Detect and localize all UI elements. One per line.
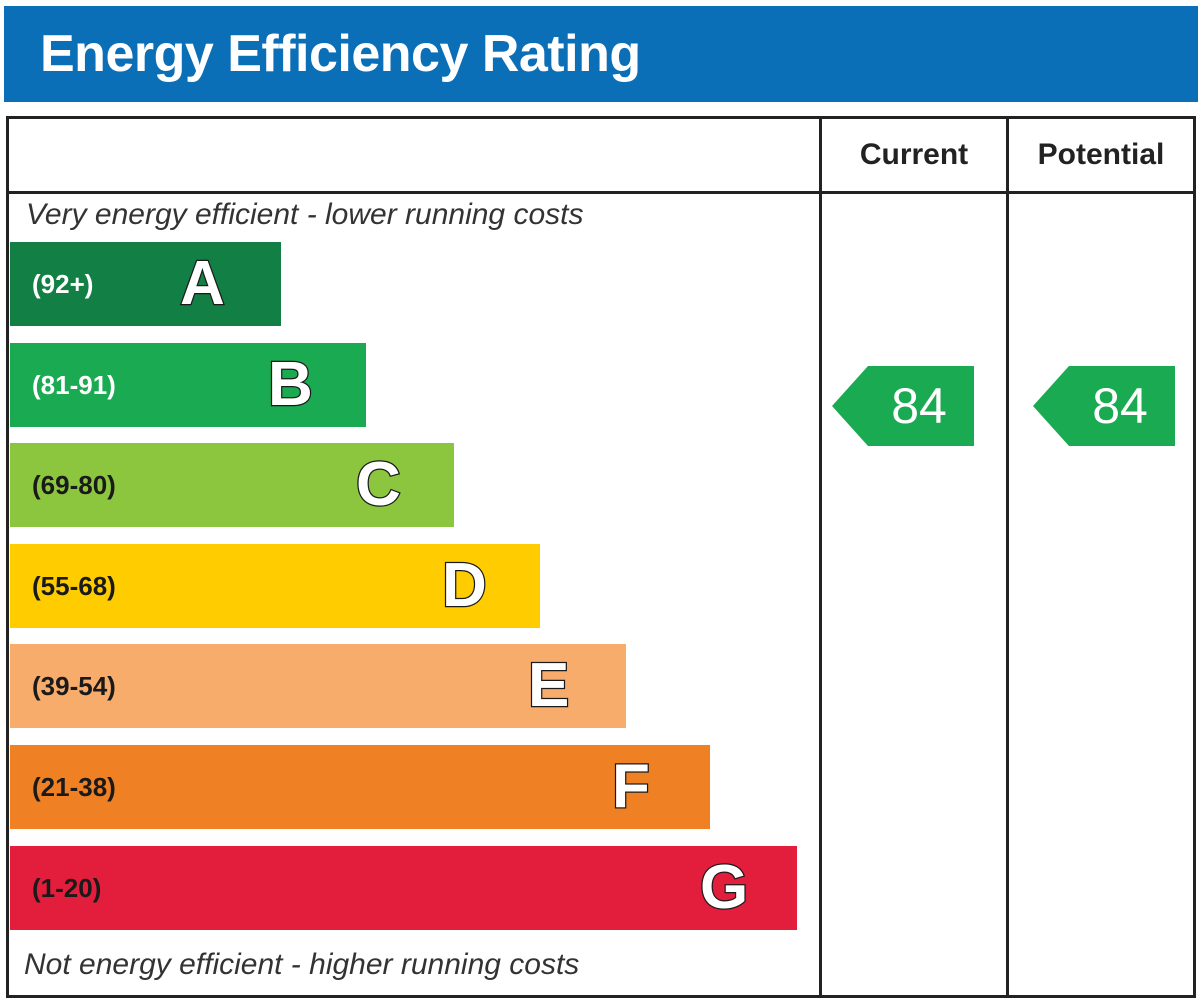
band-range-label: (92+) bbox=[32, 269, 94, 299]
current-column-header: Current bbox=[859, 138, 969, 171]
potential-rating-arrow-shape bbox=[1033, 366, 1175, 446]
current-rating-arrow: 84 bbox=[832, 366, 974, 446]
rating-table: Current Potential bbox=[6, 116, 1196, 998]
band-letter: B bbox=[267, 349, 314, 421]
band-a: (92+) A bbox=[10, 242, 281, 326]
band-letter: A bbox=[179, 248, 226, 320]
band-d: (55-68) D bbox=[10, 544, 540, 628]
band-letter: F bbox=[611, 751, 651, 823]
chart-title: Energy Efficiency Rating bbox=[40, 25, 641, 83]
band-range-label: (39-54) bbox=[32, 671, 116, 701]
band-range-label: (69-80) bbox=[32, 470, 116, 500]
current-rating-value: 84 bbox=[891, 378, 947, 434]
band-range-label: (21-38) bbox=[32, 772, 116, 802]
band-letter: C bbox=[355, 449, 402, 521]
band-f: (21-38) F bbox=[10, 745, 710, 829]
top-note: Very energy efficient - lower running co… bbox=[26, 198, 584, 231]
band-letter: D bbox=[441, 550, 488, 622]
band-g: (1-20) G bbox=[10, 846, 797, 930]
band-e: (39-54) E bbox=[10, 644, 626, 728]
band-range-label: (81-91) bbox=[32, 370, 116, 400]
header-divider bbox=[9, 191, 1193, 194]
potential-rating-value: 84 bbox=[1092, 378, 1148, 434]
band-range-label: (1-20) bbox=[32, 873, 102, 903]
band-c: (69-80) C bbox=[10, 443, 454, 527]
column-divider-current bbox=[819, 119, 822, 995]
band-range-label: (55-68) bbox=[32, 571, 116, 601]
bottom-note: Not energy efficient - higher running co… bbox=[24, 948, 580, 981]
potential-rating-arrow: 84 bbox=[1033, 366, 1175, 446]
current-rating-arrow-shape bbox=[832, 366, 974, 446]
potential-column-header: Potential bbox=[1037, 138, 1165, 171]
band-letter: G bbox=[699, 852, 750, 924]
band-b: (81-91) B bbox=[10, 343, 366, 427]
header-bar: Energy Efficiency Rating bbox=[4, 6, 1198, 102]
column-divider-potential bbox=[1006, 119, 1009, 995]
band-letter: E bbox=[527, 650, 571, 722]
